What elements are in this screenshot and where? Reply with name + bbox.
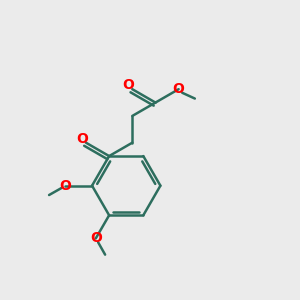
Text: O: O	[122, 78, 134, 92]
Text: O: O	[76, 132, 88, 146]
Text: O: O	[90, 231, 102, 245]
Text: O: O	[59, 179, 71, 193]
Text: O: O	[173, 82, 184, 96]
